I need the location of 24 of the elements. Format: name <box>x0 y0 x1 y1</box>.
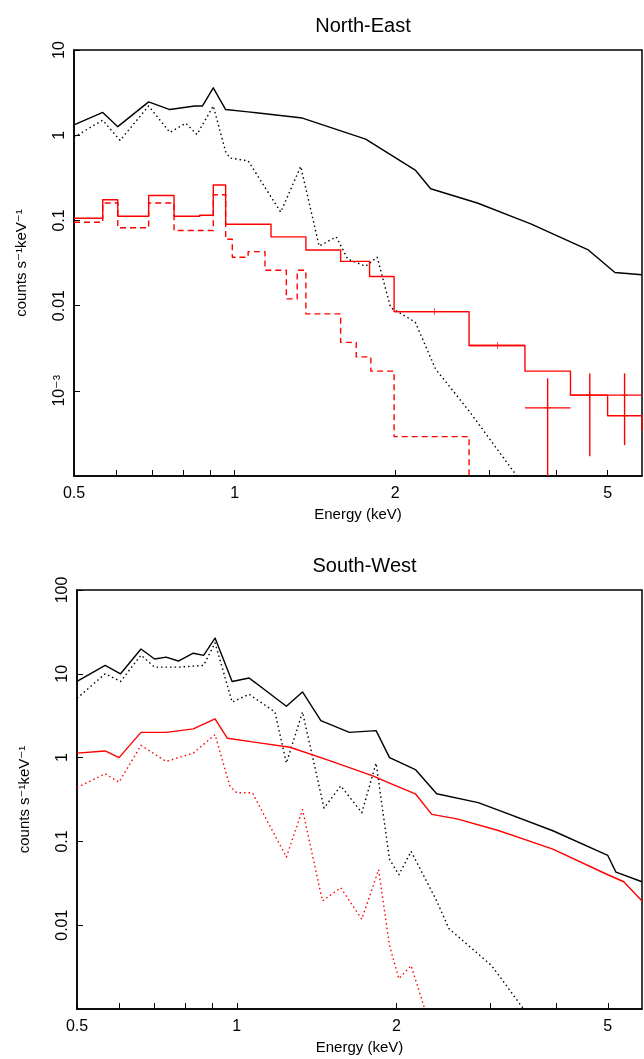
y-tick-label: 100 <box>52 576 70 604</box>
x-tick-label: 0.5 <box>65 1016 89 1034</box>
y-tick-label: 1 <box>52 753 70 763</box>
chart-title: South-West <box>312 554 417 576</box>
x-tick-label: 2 <box>390 483 400 501</box>
y-tick-label: 10 <box>52 664 70 683</box>
x-tick-label: 1 <box>232 1016 242 1034</box>
x-tick-label: 5 <box>603 483 613 501</box>
x-axis-title: Energy (keV) <box>315 1038 404 1055</box>
x-tick-label: 0.5 <box>62 483 86 501</box>
y-tick-label: 0.1 <box>52 830 70 853</box>
x-tick-label: 5 <box>603 1016 613 1034</box>
y-tick-label: 1 <box>49 130 67 140</box>
y-tick-label: 0.1 <box>49 209 67 232</box>
y-tick-label: 0.01 <box>49 289 67 322</box>
y-axis-title: counts s⁻¹keV⁻¹ <box>12 209 29 317</box>
y-axis-title: counts s⁻¹keV⁻¹ <box>15 745 32 854</box>
x-tick-label: 1 <box>230 483 240 501</box>
x-tick-label: 2 <box>392 1016 402 1034</box>
x-axis-title: Energy (keV) <box>314 505 402 522</box>
y-tick-label: 10 <box>49 41 67 59</box>
y-tick-label: 10⁻³ <box>49 374 67 407</box>
chart-title: North-East <box>315 14 412 36</box>
y-tick-label: 0.01 <box>52 909 70 941</box>
